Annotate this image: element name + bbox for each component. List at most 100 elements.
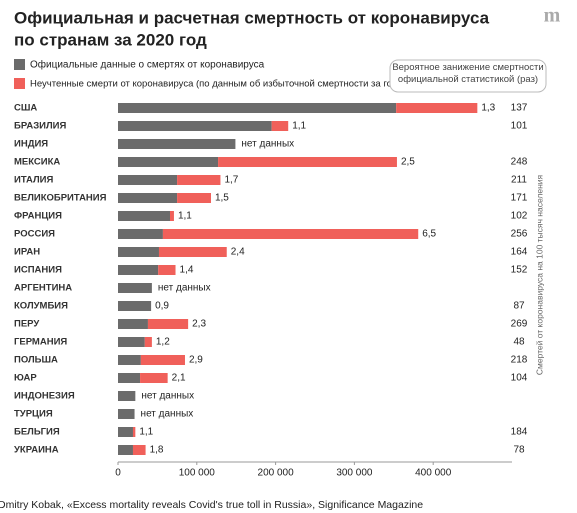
bar — [118, 337, 145, 347]
category-label: ПЕРУ — [14, 319, 39, 330]
bar — [118, 445, 133, 455]
per-100k-label: 48 — [513, 337, 525, 348]
category-label: США — [14, 103, 37, 114]
category-label: УКРАИНА — [14, 445, 59, 456]
bar — [118, 229, 163, 239]
legend-swatch — [14, 78, 25, 89]
ratio-label: 2,5 — [401, 157, 415, 168]
ratio-label: нет данных — [141, 391, 194, 402]
category-label: КОЛУМБИЯ — [14, 301, 68, 312]
bar — [118, 373, 141, 383]
ratio-label: 2,1 — [172, 373, 186, 384]
source: Dmitry Kobak, «Excess mortality reveals … — [0, 499, 423, 511]
bar — [118, 301, 152, 311]
bar — [144, 337, 152, 347]
per-100k-label: 152 — [511, 265, 528, 276]
chart-title: Официальная и расчетная смертность от ко… — [14, 8, 490, 27]
category-label: ИНДИЯ — [14, 139, 48, 150]
ratio-label: нет данных — [241, 139, 294, 150]
bar — [162, 229, 419, 239]
bar — [396, 103, 478, 113]
per-100k-label: 248 — [511, 157, 528, 168]
bar — [118, 193, 178, 203]
ratio-label: 1,2 — [156, 337, 170, 348]
ratio-label: 1,1 — [139, 427, 153, 438]
bar — [118, 319, 148, 329]
per-100k-label: 87 — [513, 301, 525, 312]
x-tick-label: 300 000 — [336, 468, 373, 479]
category-label: ГЕРМАНИЯ — [14, 337, 67, 348]
per-100k-label: 102 — [511, 211, 528, 222]
annotation-box — [389, 59, 547, 93]
bar — [118, 409, 135, 419]
ratio-label: 1,3 — [481, 103, 495, 114]
bar — [118, 175, 178, 185]
ratio-label: 1,5 — [215, 193, 229, 204]
bar — [118, 391, 136, 401]
axis-label: Смертей от коронавируса на 100 тысяч нас… — [534, 174, 544, 375]
chart-title: по странам за 2020 год — [14, 30, 207, 49]
ratio-label: 1,1 — [178, 211, 192, 222]
category-label: МЕКСИКА — [14, 157, 60, 168]
ratio-label: 1,7 — [224, 175, 238, 186]
per-100k-label: 101 — [511, 121, 528, 132]
ratio-label: 1,8 — [150, 445, 164, 456]
bar — [118, 247, 159, 257]
annotation: Вероятное занижение смертности официальн… — [392, 62, 544, 85]
bar — [118, 121, 272, 131]
ratio-label: 0,9 — [155, 301, 169, 312]
category-label: ТУРЦИЯ — [14, 409, 53, 420]
per-100k-label: 184 — [511, 427, 528, 438]
category-label: ИРАН — [14, 247, 40, 258]
per-100k-label: 256 — [511, 229, 528, 240]
bar — [140, 355, 185, 365]
category-label: ЮАР — [14, 373, 37, 384]
category-label: ВЕЛИКОБРИТАНИЯ — [14, 193, 107, 204]
ratio-label: нет данных — [158, 283, 211, 294]
x-tick-label: 400 000 — [415, 468, 452, 479]
category-label: ИСПАНИЯ — [14, 265, 62, 276]
category-label: ФРАНЦИЯ — [14, 211, 62, 222]
bar — [158, 265, 176, 275]
legend-label: Неучтенные смерти от коронавируса (по да… — [30, 79, 400, 90]
bar — [140, 373, 168, 383]
bar — [132, 427, 136, 437]
bar — [271, 121, 289, 131]
ratio-label: 1,1 — [292, 121, 306, 132]
bar — [118, 139, 236, 149]
ratio-label: 2,4 — [231, 247, 245, 258]
per-100k-label: 211 — [511, 175, 527, 186]
x-tick-label: 0 — [115, 468, 121, 479]
per-100k-label: 164 — [511, 247, 528, 258]
bar — [118, 283, 152, 293]
category-label: ПОЛЬША — [14, 355, 58, 366]
ratio-label: 2,9 — [189, 355, 203, 366]
logo: m — [544, 5, 561, 27]
bar — [147, 319, 189, 329]
category-label: АРГЕНТИНА — [14, 283, 72, 294]
ratio-label: 6,5 — [422, 229, 436, 240]
bar — [118, 355, 141, 365]
bar — [218, 157, 397, 167]
annotation-text: Вероятное занижение смертности официальн… — [392, 62, 544, 85]
ratio-label: 2,3 — [192, 319, 206, 330]
per-100k-label: 78 — [513, 445, 525, 456]
bar — [118, 427, 133, 437]
ratio-label: 1,4 — [180, 265, 194, 276]
per-100k-label: 218 — [511, 355, 528, 366]
bar — [177, 193, 211, 203]
bar — [118, 103, 397, 113]
legend-swatch — [14, 59, 25, 70]
bar — [118, 211, 171, 221]
bar — [158, 247, 227, 257]
per-100k-label: 269 — [511, 319, 528, 330]
bar — [118, 157, 219, 167]
category-label: ИНДОНЕЗИЯ — [14, 391, 75, 402]
x-tick-label: 200 000 — [258, 468, 295, 479]
legend-label: Официальные данные о смертях от коронави… — [30, 59, 265, 71]
category-label: РОССИЯ — [14, 229, 55, 240]
bar — [118, 265, 159, 275]
bar — [170, 211, 174, 221]
bar — [177, 175, 221, 185]
